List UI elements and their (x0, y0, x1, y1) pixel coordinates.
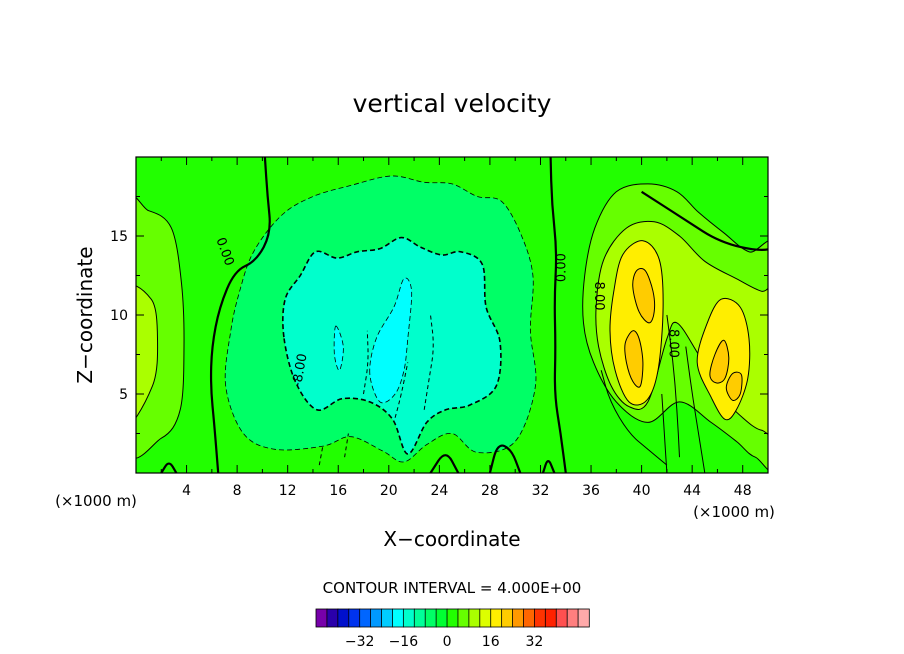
contour-interval-label: CONTOUR INTERVAL = 4.000E+00 (323, 579, 582, 597)
colorbar-swatch (457, 608, 470, 628)
x-tick-label: 28 (481, 483, 499, 499)
colorbar-swatch (490, 608, 503, 628)
x-tick-label: 20 (380, 483, 398, 499)
colorbar-swatch (534, 608, 547, 628)
zero-contour-5 (429, 454, 460, 473)
colorbar-tick-label: −32 (345, 634, 375, 650)
contour-streak-0 (666, 314, 680, 458)
contour-label: 0.00 (554, 253, 569, 282)
contour-streak-3 (600, 370, 668, 466)
chart-title: vertical velocity (353, 89, 552, 118)
x-tick-label: 16 (329, 483, 347, 499)
colorbar-swatch (359, 608, 372, 628)
colorbar-swatch (435, 608, 448, 628)
zero-contour-3 (488, 444, 522, 473)
plot-area: 0.00 0.00-8.008.008.00 (135, 156, 769, 474)
y-tick-label: 15 (110, 229, 128, 245)
colorbar-swatch (577, 608, 590, 628)
colorbar-swatch (501, 608, 514, 628)
contour-dash-streak-2 (363, 330, 369, 395)
x-unit-right: (×1000 m) (693, 503, 775, 521)
x-tick-label: 40 (633, 483, 651, 499)
colorbar-swatch (512, 608, 525, 628)
contour-region-pos16-13 (725, 371, 743, 402)
x-tick-label: 4 (182, 483, 191, 499)
contour-region-pos16-10 (632, 267, 656, 324)
contour-region-neg12-5 (333, 325, 344, 371)
contour-field: 0.00 0.00-8.008.008.00 (136, 157, 768, 473)
x-tick-label: 12 (279, 483, 297, 499)
x-tick-label: 36 (582, 483, 600, 499)
colorbar-tick-label: −16 (389, 634, 419, 650)
colorbar-swatch (381, 608, 394, 628)
colorbar-swatch (337, 608, 350, 628)
colorbar-swatch (392, 608, 405, 628)
contour-region-pos8-1 (136, 285, 159, 419)
colorbar-swatch (446, 608, 459, 628)
zero-contour-1 (549, 157, 567, 473)
colorbar-swatch (468, 608, 481, 628)
y-tick-label: 5 (119, 387, 128, 403)
colorbar-swatch (315, 608, 328, 628)
colorbar-swatch (326, 608, 339, 628)
contour-region-pos16-12 (709, 339, 730, 384)
colorbar-swatch (479, 608, 492, 628)
y-tick-label: 10 (110, 308, 128, 324)
contour-region-neg12-4 (369, 277, 413, 404)
contour-label: 8.00 (666, 329, 681, 358)
colorbar: −32 −16 0 16 32 (315, 608, 590, 650)
contour-dash-streak-3 (344, 433, 349, 458)
contour-streak-2 (661, 393, 668, 473)
x-tick-label: 24 (430, 483, 448, 499)
zero-contour-2 (641, 190, 768, 251)
zero-contour-0 (209, 157, 271, 473)
x-unit-left: (×1000 m) (55, 492, 137, 510)
x-tick-label: 8 (233, 483, 242, 499)
colorbar-swatch (523, 608, 536, 628)
colorbar-swatch (370, 608, 383, 628)
colorbar-swatch (424, 608, 437, 628)
zero-contour-6 (541, 460, 556, 473)
colorbar-swatch (566, 608, 579, 628)
colorbar-tick-label: 0 (443, 634, 452, 650)
contour-streak-1 (685, 346, 706, 473)
x-tick-label: 48 (734, 483, 752, 499)
x-tick-label: 44 (683, 483, 701, 499)
contour-dash-streak-0 (394, 362, 409, 418)
colorbar-tick-label: 16 (482, 634, 500, 650)
contour-label: 8.00 (591, 282, 606, 311)
colorbar-tick-label: 32 (525, 634, 543, 650)
colorbar-swatch (555, 608, 568, 628)
colorbar-swatch (544, 608, 557, 628)
contour-region-pos16-11 (624, 330, 644, 388)
contour-dash-streak-4 (318, 444, 324, 466)
contour-label: -8.00 (290, 352, 311, 388)
colorbar-swatch (348, 608, 361, 628)
y-axis-label: Z−coordinate (73, 246, 97, 383)
colorbar-swatch (402, 608, 415, 628)
x-tick-label: 32 (532, 483, 550, 499)
x-axis-label: X−coordinate (383, 527, 520, 551)
colorbar-swatch (413, 608, 426, 628)
